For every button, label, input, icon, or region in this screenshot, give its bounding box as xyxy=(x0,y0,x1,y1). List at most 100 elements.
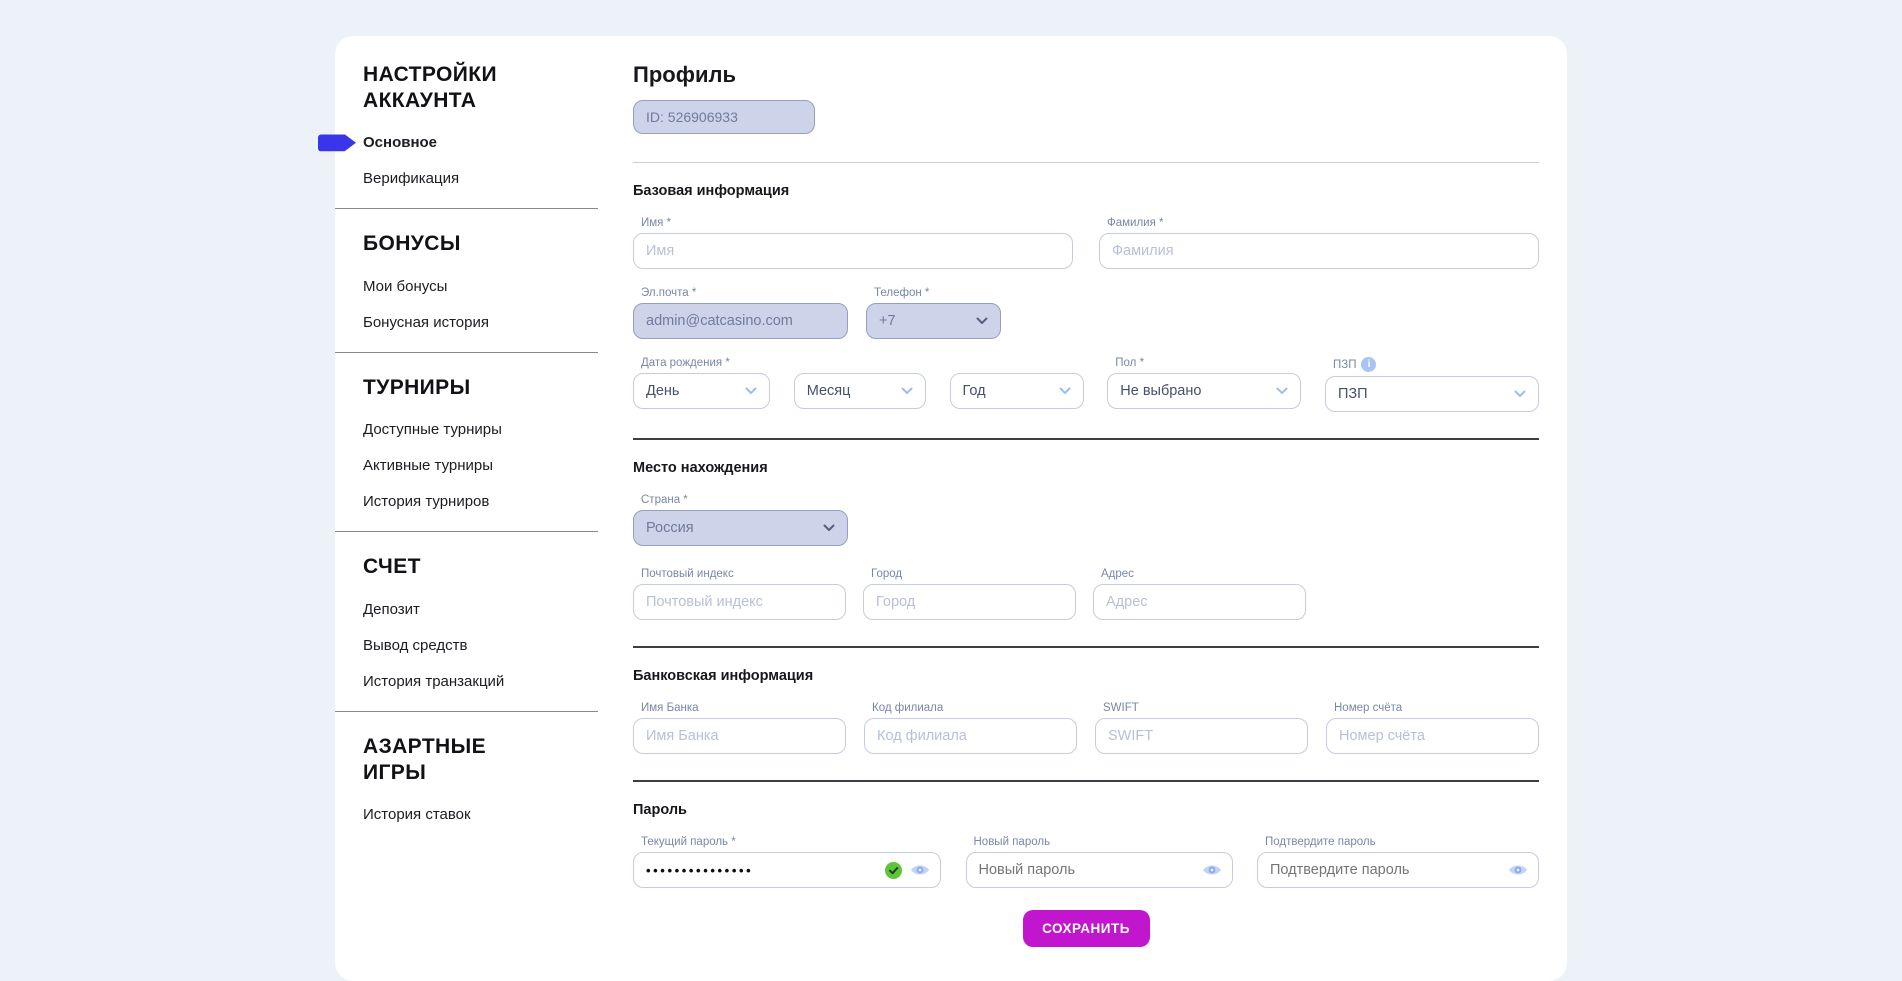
last-name-field[interactable] xyxy=(1099,233,1539,269)
new-password-field[interactable] xyxy=(965,852,1233,888)
confirm-password-label: Подтвердите пароль xyxy=(1265,836,1376,848)
birth-year-label xyxy=(950,357,1084,369)
sidebar-item-active-tournaments[interactable]: Активные турниры xyxy=(363,452,598,479)
phone-code-value: +7 xyxy=(879,313,896,329)
email-field xyxy=(633,303,848,339)
sidebar-divider xyxy=(335,711,598,713)
eye-icon[interactable] xyxy=(1202,863,1222,877)
address-field-group: Адрес xyxy=(1093,568,1306,620)
country-select: Россия xyxy=(633,510,848,546)
sidebar-item-deposit[interactable]: Депозит xyxy=(363,596,598,623)
city-field[interactable] xyxy=(863,584,1076,620)
first-name-label: Имя * xyxy=(641,217,672,229)
zip-field[interactable] xyxy=(633,584,846,620)
sidebar-item-label: История ставок xyxy=(363,806,471,824)
sidebar-divider xyxy=(335,351,598,353)
sidebar-item-my-bonuses[interactable]: Мои бонусы xyxy=(363,273,598,300)
sidebar-item-label: Депозит xyxy=(363,601,420,619)
sidebar-heading-account-settings: НАСТРОЙКИ АККАУНТА xyxy=(363,63,497,112)
account-number-field-group: Номер счёта xyxy=(1326,702,1539,754)
sidebar-item-label: История турниров xyxy=(363,493,490,511)
account-number-label: Номер счёта xyxy=(1334,702,1403,714)
chevron-down-icon xyxy=(745,387,757,395)
gender-select[interactable]: Не выбрано xyxy=(1107,373,1302,409)
form-row-country: Страна * Россия xyxy=(633,494,1539,546)
sidebar-item-label: Мои бонусы xyxy=(363,277,448,295)
sidebar-divider xyxy=(335,208,598,210)
chevron-down-icon xyxy=(823,524,835,532)
first-name-field[interactable] xyxy=(633,233,1073,269)
birth-date-label: Дата рождения * xyxy=(641,357,730,369)
sidebar-heading-bonuses: БОНУСЫ xyxy=(363,232,461,256)
sidebar-item-tournament-history[interactable]: История турниров xyxy=(363,488,598,515)
current-password-masked-value: ••••••••••••••• xyxy=(646,862,754,878)
birth-year-select[interactable]: Год xyxy=(949,373,1084,409)
pzp-select[interactable]: ПЗП xyxy=(1325,376,1539,412)
birth-month-select[interactable]: Месяц xyxy=(793,373,926,409)
confirm-password-field[interactable] xyxy=(1257,852,1539,888)
confirm-password-field-group: Подтвердите пароль xyxy=(1257,836,1539,888)
birth-month-value: Месяц xyxy=(806,383,851,399)
account-settings-card: НАСТРОЙКИ АККАУНТА Основное Верификация … xyxy=(318,36,1567,981)
chevron-down-icon xyxy=(901,387,913,395)
pzp-label: ПЗП i xyxy=(1325,357,1539,372)
sidebar-item-available-tournaments[interactable]: Доступные турниры xyxy=(363,416,598,443)
page-title: Профиль xyxy=(633,62,736,87)
sidebar-heading-gambling: АЗАРТНЫЕ ИГРЫ xyxy=(363,735,486,784)
section-heading-basic-info: Базовая информация xyxy=(633,183,790,199)
section-divider xyxy=(633,646,1539,648)
bank-name-field-group: Имя Банка xyxy=(633,702,846,754)
form-row-bank: Имя Банка Код филиала SWIFT Номер счёта xyxy=(633,702,1539,754)
form-row-name: Имя * Фамилия * xyxy=(633,217,1539,269)
gender-label: Пол * xyxy=(1115,357,1145,369)
phone-code-select: +7 xyxy=(866,303,1001,339)
account-number-field[interactable] xyxy=(1326,718,1539,754)
country-value: Россия xyxy=(646,520,694,536)
phone-label: Телефон * xyxy=(874,287,930,299)
sidebar-item-bet-history[interactable]: История ставок xyxy=(363,801,598,828)
bank-name-field[interactable] xyxy=(633,718,846,754)
sidebar-heading-tournaments: ТУРНИРЫ xyxy=(363,375,471,399)
sidebar-item-label: Основное xyxy=(363,134,438,152)
form-row-contact: Эл.почта * Телефон * +7 xyxy=(633,287,1539,339)
save-button[interactable]: СОХРАНИТЬ xyxy=(1022,910,1150,947)
bank-name-label: Имя Банка xyxy=(641,702,699,714)
address-label: Адрес xyxy=(1101,568,1134,580)
birth-day-field-group: Дата рождения * День xyxy=(633,357,770,412)
form-row-address: Почтовый индекс Город Адрес xyxy=(633,568,1539,620)
current-password-field[interactable]: ••••••••••••••• xyxy=(633,852,941,888)
section-divider xyxy=(633,438,1539,440)
form-row-password: Текущий пароль * ••••••••••••••• Новый п… xyxy=(633,836,1539,888)
new-password-input[interactable] xyxy=(978,862,1194,878)
birth-year-value: Год xyxy=(962,383,986,399)
swift-field-group: SWIFT xyxy=(1095,702,1308,754)
branch-code-label: Код филиала xyxy=(872,702,944,714)
zip-field-group: Почтовый индекс xyxy=(633,568,846,620)
sidebar-item-transaction-history[interactable]: История транзакций xyxy=(363,668,598,695)
sidebar-item-label: Бонусная история xyxy=(363,313,489,331)
gender-value: Не выбрано xyxy=(1120,383,1202,399)
sidebar-item-main[interactable]: Основное xyxy=(318,129,598,156)
chevron-down-icon xyxy=(976,317,988,325)
eye-icon[interactable] xyxy=(910,863,930,877)
sidebar-item-bonus-history[interactable]: Бонусная история xyxy=(363,309,598,336)
chevron-down-icon xyxy=(1514,390,1526,398)
email-label: Эл.почта * xyxy=(641,287,697,299)
pzp-value: ПЗП xyxy=(1338,386,1368,402)
info-icon[interactable]: i xyxy=(1361,357,1377,372)
confirm-password-input[interactable] xyxy=(1270,862,1500,878)
form-row-birth-gender: Дата рождения * День Месяц xyxy=(633,357,1539,412)
address-field[interactable] xyxy=(1093,584,1306,620)
city-label: Город xyxy=(871,568,903,580)
sidebar-item-verification[interactable]: Верификация xyxy=(363,165,598,192)
new-password-label: Новый пароль xyxy=(973,836,1051,848)
branch-code-field[interactable] xyxy=(864,718,1077,754)
last-name-label: Фамилия * xyxy=(1107,217,1164,229)
birth-day-select[interactable]: День xyxy=(633,373,770,409)
section-divider xyxy=(633,780,1539,782)
chevron-down-icon xyxy=(1276,387,1288,395)
sidebar-item-withdrawal[interactable]: Вывод средств xyxy=(363,632,598,659)
eye-icon[interactable] xyxy=(1508,863,1528,877)
swift-field[interactable] xyxy=(1095,718,1308,754)
birth-month-field-group: Месяц xyxy=(793,357,926,412)
